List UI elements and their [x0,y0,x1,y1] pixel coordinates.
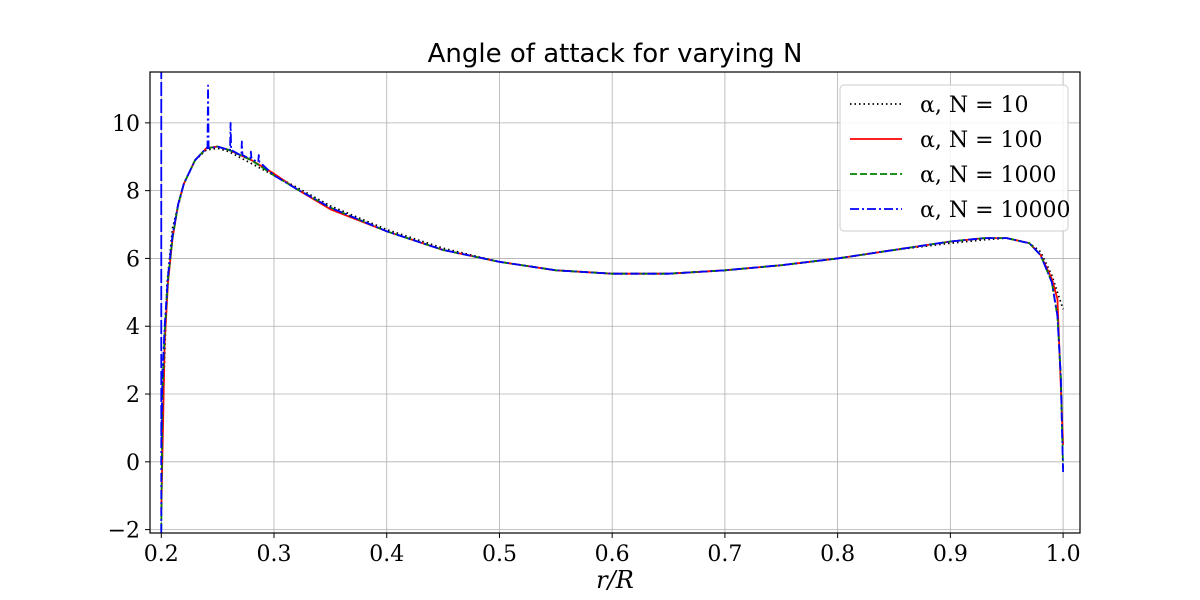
x-axis-label: r/R [596,566,634,594]
y-tick-label: 4 [126,315,140,340]
y-tick-label: 6 [126,247,140,272]
series-line-2 [160,145,1064,530]
y-tick-label: 2 [126,383,140,408]
x-tick-label: 0.9 [933,542,968,567]
series-line-3 [160,72,1064,533]
series-layer [160,72,1064,533]
x-tick-label: 0.8 [820,542,855,567]
legend-label: α, N = 100 [920,128,1043,153]
legend-label: α, N = 10 [920,93,1029,118]
x-tick-label: 0.6 [595,542,630,567]
x-tick-label: 1.0 [1046,542,1081,567]
x-tick-label: 0.4 [369,542,404,567]
legend-box [839,84,1069,232]
y-tick-label: 10 [112,112,140,137]
legend-label: α, N = 10000 [920,198,1071,223]
grid [150,72,1080,533]
chart-title: Angle of attack for varying N [428,39,803,69]
x-tick-label: 0.3 [257,542,292,567]
x-tick-label: 0.5 [482,542,517,567]
x-ticks: 0.2 0.3 0.4 0.5 0.6 0.7 0.8 0.9 1.0 [144,533,1081,567]
y-tick-label: −2 [108,519,140,544]
legend-label: α, N = 1000 [920,163,1057,188]
y-tick-label: 0 [126,451,140,476]
x-tick-label: 0.2 [144,542,179,567]
y-ticks: −2 0 2 4 6 8 10 [108,112,150,544]
x-tick-label: 0.7 [707,542,742,567]
legend: α, N = 10 α, N = 100 α, N = 1000 α, N = 100… [839,84,1071,232]
plot-frame [149,71,1081,534]
y-tick-label: 8 [126,180,140,205]
